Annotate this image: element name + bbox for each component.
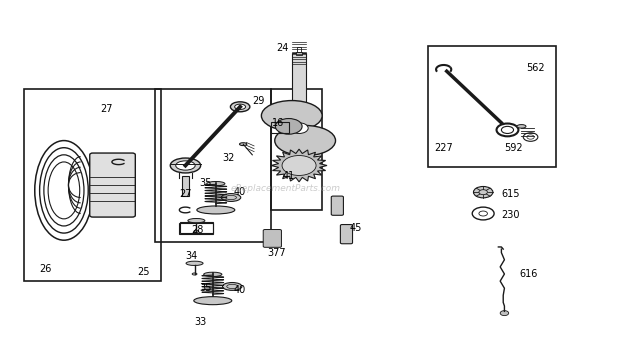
Text: 29: 29 xyxy=(252,97,265,106)
Ellipse shape xyxy=(221,193,241,201)
Polygon shape xyxy=(271,149,327,182)
Text: 616: 616 xyxy=(520,269,538,279)
Text: 28: 28 xyxy=(192,225,204,234)
Text: 33: 33 xyxy=(195,317,207,327)
Text: 562: 562 xyxy=(526,63,544,73)
Ellipse shape xyxy=(206,182,225,186)
FancyBboxPatch shape xyxy=(331,196,343,215)
Text: 35: 35 xyxy=(200,283,212,293)
Ellipse shape xyxy=(517,125,526,128)
Circle shape xyxy=(290,123,308,134)
FancyBboxPatch shape xyxy=(340,225,353,244)
Text: 16: 16 xyxy=(272,118,284,128)
FancyBboxPatch shape xyxy=(264,229,281,247)
Circle shape xyxy=(282,155,316,175)
Ellipse shape xyxy=(170,158,201,173)
Ellipse shape xyxy=(262,101,322,131)
Circle shape xyxy=(275,119,302,134)
Text: 35: 35 xyxy=(200,178,212,188)
Text: 25: 25 xyxy=(137,267,149,277)
Bar xyxy=(270,122,289,134)
Text: 45: 45 xyxy=(350,223,362,233)
Text: 592: 592 xyxy=(505,143,523,153)
Ellipse shape xyxy=(192,273,197,275)
Text: 40: 40 xyxy=(234,187,246,197)
Ellipse shape xyxy=(223,282,242,290)
Text: 40: 40 xyxy=(234,285,246,295)
Ellipse shape xyxy=(239,143,247,146)
Ellipse shape xyxy=(231,102,250,112)
Ellipse shape xyxy=(234,104,246,110)
FancyBboxPatch shape xyxy=(90,153,135,217)
Text: eReplacementParts.com: eReplacementParts.com xyxy=(231,184,341,193)
Bar xyxy=(270,89,322,210)
Bar xyxy=(155,89,270,242)
Text: 27: 27 xyxy=(100,103,113,114)
Ellipse shape xyxy=(275,126,335,156)
Text: 32: 32 xyxy=(222,154,234,163)
Text: 34: 34 xyxy=(185,251,198,261)
Text: 41: 41 xyxy=(283,171,295,181)
Circle shape xyxy=(474,187,493,198)
Text: 27: 27 xyxy=(179,189,192,199)
Text: 615: 615 xyxy=(502,189,520,199)
Ellipse shape xyxy=(203,272,222,277)
Ellipse shape xyxy=(194,297,232,305)
Bar xyxy=(180,223,213,233)
Ellipse shape xyxy=(186,261,203,265)
Ellipse shape xyxy=(188,219,205,223)
Bar xyxy=(428,46,556,167)
Circle shape xyxy=(500,311,508,315)
Text: 227: 227 xyxy=(435,143,453,153)
Bar xyxy=(296,48,301,52)
Bar xyxy=(179,224,213,234)
Bar xyxy=(182,176,189,196)
Text: 24: 24 xyxy=(277,43,289,53)
Ellipse shape xyxy=(175,161,195,170)
Text: 26: 26 xyxy=(40,264,52,274)
Bar xyxy=(293,53,306,174)
Bar xyxy=(296,52,302,55)
Ellipse shape xyxy=(194,230,199,232)
Text: 230: 230 xyxy=(502,210,520,220)
Bar xyxy=(24,89,161,281)
Ellipse shape xyxy=(197,206,235,214)
Text: 377: 377 xyxy=(267,248,286,258)
